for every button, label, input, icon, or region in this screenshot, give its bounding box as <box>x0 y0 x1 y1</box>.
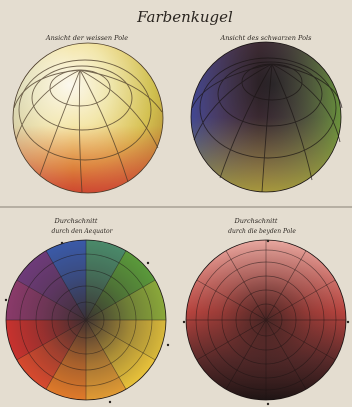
black-pole-sphere <box>190 41 343 193</box>
poles-section-disc <box>182 239 350 406</box>
top-left-caption: Ansicht der weissen Pole <box>45 34 128 42</box>
equator-section-disc <box>4 239 170 404</box>
bottom-left-caption-line1: Durchschnitt <box>54 217 98 225</box>
plate-title: Farbenkugel <box>136 8 233 26</box>
white-pole-sphere <box>12 42 164 194</box>
top-right-caption: Ansicht des schwarzen Pols <box>220 34 313 42</box>
bottom-right-caption-line1: Durchschnitt <box>234 217 278 225</box>
bottom-left-caption-line2: durch den Aequator <box>52 228 114 235</box>
bottom-right-caption-line2: durch die beyden Pole <box>228 228 296 235</box>
